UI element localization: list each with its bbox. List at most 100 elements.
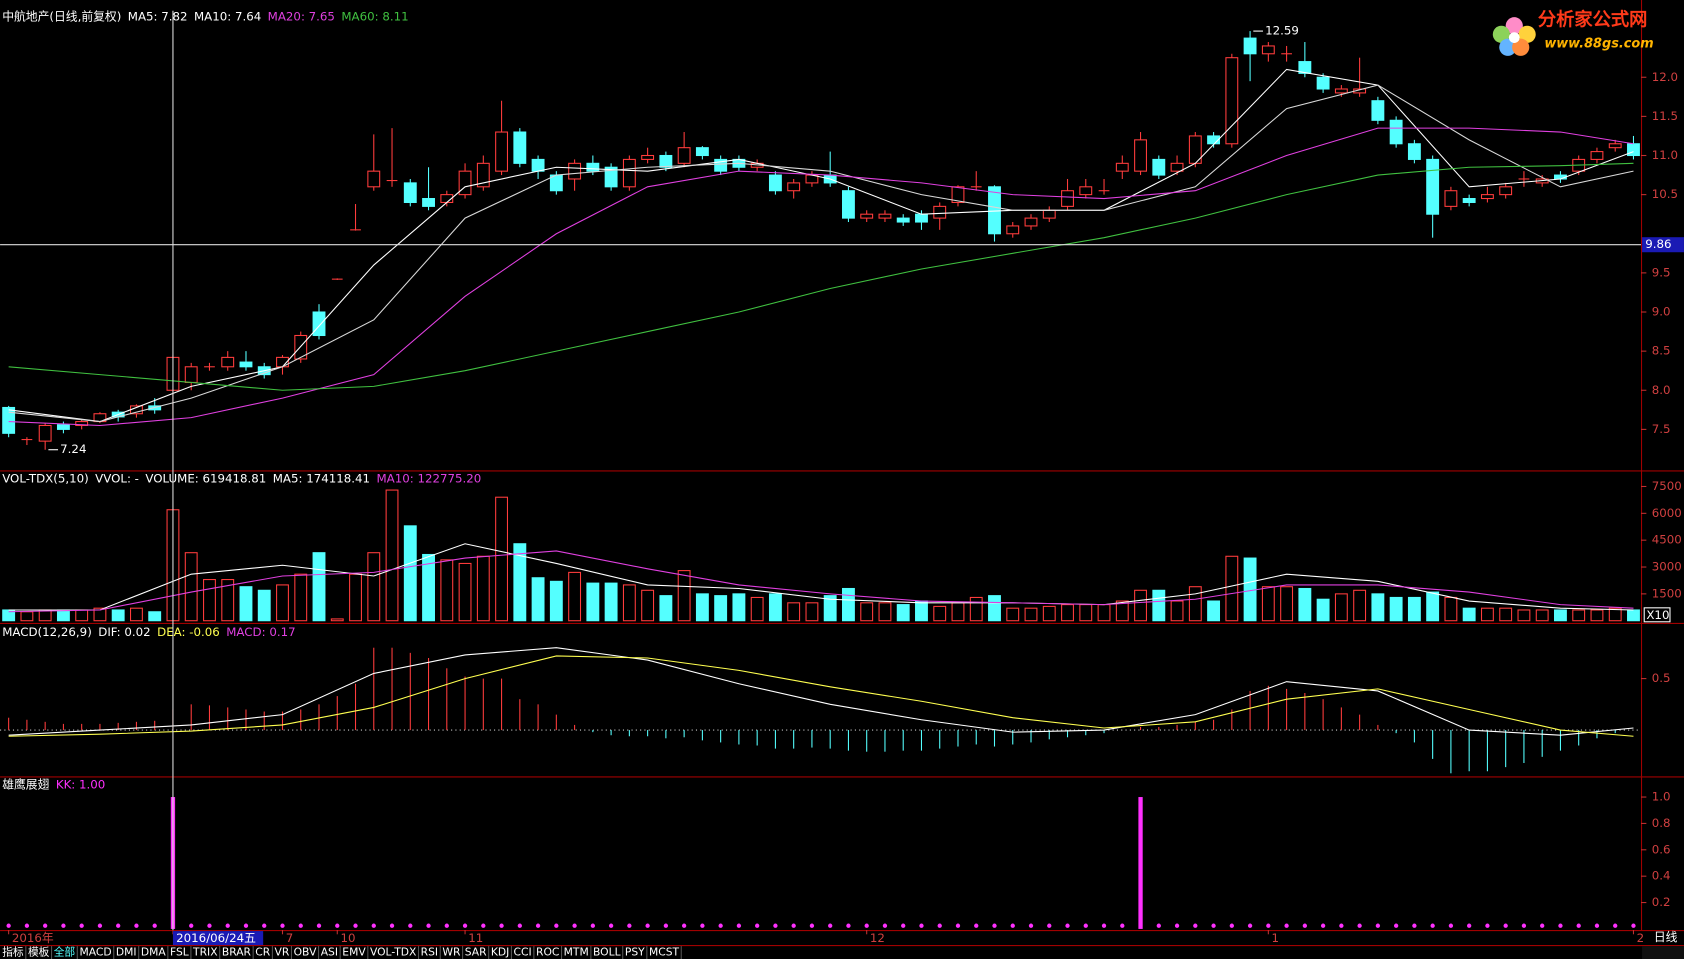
panel-header: DIF: 0.02	[98, 625, 150, 639]
volume-bar	[1188, 586, 1202, 622]
signal-dot	[1540, 923, 1545, 928]
volume-bar	[714, 595, 728, 622]
volume-bar	[203, 579, 216, 622]
scale-box	[1643, 607, 1671, 623]
candle-body	[75, 421, 89, 427]
volume-bar	[403, 525, 417, 622]
indicator-tab[interactable]: MCST	[649, 946, 680, 959]
indicator-tab[interactable]: CCI	[514, 946, 532, 959]
candle-body	[842, 190, 855, 219]
signal-dot	[1339, 923, 1344, 928]
candle-body	[1627, 143, 1640, 157]
indicator-tab[interactable]: MTM	[564, 946, 589, 959]
volume-bar	[1042, 605, 1056, 622]
volume-bar	[1371, 593, 1385, 622]
volume-bar	[860, 602, 874, 622]
indicator-tab[interactable]: ROC	[536, 946, 559, 959]
signal-dot	[1120, 923, 1125, 928]
candle-body	[1407, 143, 1421, 160]
y-tick-label: 0.2	[1652, 895, 1671, 909]
indicator-tab[interactable]: DMA	[141, 946, 167, 959]
indicator-tab[interactable]: OBV	[294, 946, 317, 959]
candle-body	[422, 198, 435, 207]
volume-bar	[276, 584, 289, 622]
indicator-tab[interactable]: DMI	[116, 946, 137, 959]
indicator-tab[interactable]: PSY	[625, 946, 645, 959]
volume-bar	[951, 602, 965, 622]
signal-dot	[6, 923, 11, 928]
volume-bar	[75, 609, 89, 622]
signal-dot	[554, 923, 559, 928]
volume-bar	[531, 577, 545, 622]
period-label: 日线	[1654, 930, 1678, 944]
y-tick-label: 6000	[1652, 506, 1682, 520]
volume-bar	[1316, 598, 1330, 622]
signal-dot	[718, 923, 723, 928]
volume-bar	[1207, 600, 1221, 622]
volume-bar	[111, 609, 125, 622]
indicator-tab[interactable]: BOLL	[593, 946, 621, 959]
indicator-tab[interactable]: 全部	[54, 946, 76, 959]
logo-petal	[1492, 25, 1510, 43]
volume-bar	[440, 559, 454, 622]
signal-dot	[43, 923, 48, 928]
signal-dot	[590, 923, 596, 928]
scale-label: X10	[1646, 608, 1669, 622]
indicator-tab[interactable]: VOL-TDX	[370, 946, 417, 959]
candle-body	[1389, 119, 1403, 145]
signal-dot	[828, 923, 833, 928]
candle-body	[312, 311, 326, 337]
indicator-tab[interactable]: BRAR	[222, 946, 252, 959]
candle-body	[1316, 76, 1330, 90]
indicator-tab[interactable]: WR	[442, 946, 461, 959]
y-tick-label: 1500	[1652, 586, 1682, 600]
volume-bar	[1115, 600, 1129, 622]
signal-dot	[1558, 923, 1563, 928]
signal-dot	[152, 923, 157, 928]
x-tick-label: 1	[1272, 931, 1280, 945]
indicator-tab[interactable]: VR	[275, 946, 290, 959]
signal-dot	[517, 923, 522, 928]
signal-dot	[608, 923, 614, 928]
panel-header: 中航地产(日线,前复权)	[2, 10, 121, 24]
signal-dot	[992, 923, 997, 928]
signal-dot	[189, 923, 194, 928]
candle-body	[1243, 37, 1257, 55]
signal-dot	[24, 923, 30, 928]
signal-dot	[1174, 923, 1180, 928]
signal-dot	[1010, 923, 1015, 928]
indicator-tab[interactable]: RSI	[421, 946, 438, 959]
volume-bar	[823, 595, 837, 622]
signal-dot	[1211, 923, 1216, 928]
indicator-tab[interactable]: 模板	[28, 946, 50, 959]
indicator-tab[interactable]: TRIX	[192, 946, 218, 959]
volume-bar	[422, 553, 435, 622]
candle-body	[56, 424, 70, 430]
indicator-tab[interactable]: FSL	[170, 946, 189, 959]
volume-bar	[1134, 589, 1147, 622]
volume-bar	[1407, 596, 1421, 622]
volume-bar	[896, 604, 910, 622]
volume-bar	[641, 589, 655, 622]
signal-dot	[116, 923, 121, 928]
indicator-tab[interactable]: EMV	[342, 946, 366, 959]
signal-dot	[882, 923, 888, 928]
signal-dot	[1631, 923, 1636, 928]
volume-bar	[1535, 609, 1549, 622]
indicator-line	[8, 162, 1634, 391]
y-tick-label: 11.0	[1652, 148, 1678, 162]
indicator-tab[interactable]: KDJ	[491, 946, 509, 959]
indicator-tab[interactable]: 指标	[2, 946, 24, 959]
candle-body	[1334, 88, 1348, 94]
candle-body	[476, 162, 490, 188]
indicator-tab[interactable]: CR	[255, 946, 270, 959]
logo-name: 分析家公式网	[1538, 8, 1648, 30]
signal-dot	[79, 923, 84, 928]
indicator-tab[interactable]: SAR	[465, 946, 487, 959]
scroll-buttons[interactable]	[1642, 946, 1684, 959]
indicator-tab[interactable]: MACD	[79, 946, 111, 959]
volume-bar	[20, 611, 34, 622]
signal-dot	[736, 923, 742, 928]
indicator-tab[interactable]: ASI	[321, 946, 338, 959]
indicator-line	[8, 647, 1634, 736]
